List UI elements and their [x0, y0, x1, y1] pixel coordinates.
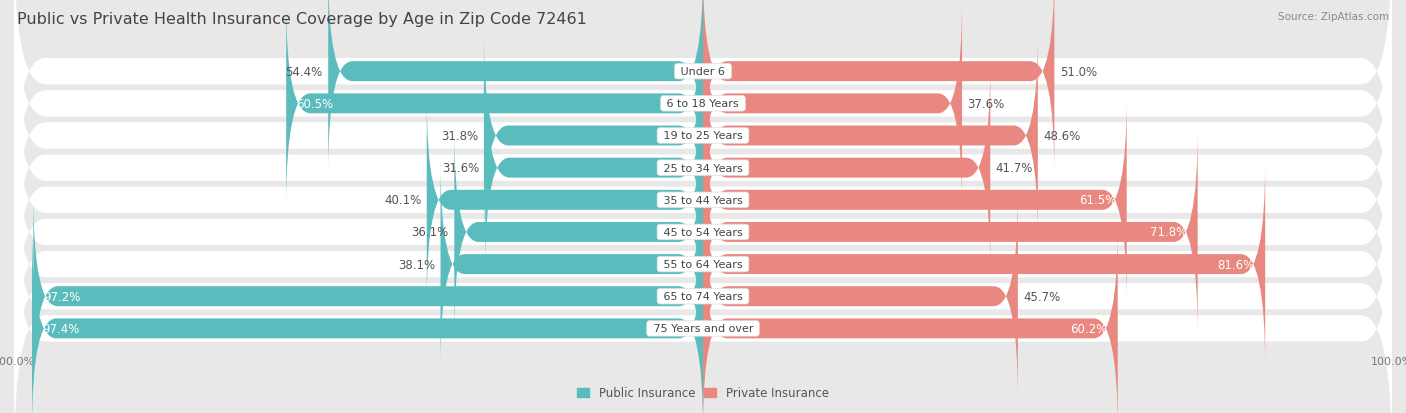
Legend: Public Insurance, Private Insurance: Public Insurance, Private Insurance — [578, 387, 828, 399]
FancyBboxPatch shape — [14, 5, 1392, 267]
Text: 37.6%: 37.6% — [967, 97, 1005, 111]
Text: 38.1%: 38.1% — [398, 258, 434, 271]
FancyBboxPatch shape — [703, 34, 1038, 238]
Text: 45.7%: 45.7% — [1024, 290, 1060, 303]
Text: 51.0%: 51.0% — [1060, 66, 1097, 78]
Text: 35 to 44 Years: 35 to 44 Years — [659, 195, 747, 205]
FancyBboxPatch shape — [34, 194, 703, 399]
Text: 41.7%: 41.7% — [995, 162, 1033, 175]
Text: 31.6%: 31.6% — [443, 162, 479, 175]
Text: 60.5%: 60.5% — [297, 97, 333, 111]
FancyBboxPatch shape — [454, 130, 703, 335]
Text: 55 to 64 Years: 55 to 64 Years — [659, 259, 747, 269]
Text: 48.6%: 48.6% — [1043, 130, 1081, 142]
FancyBboxPatch shape — [703, 98, 1126, 303]
FancyBboxPatch shape — [14, 69, 1392, 332]
Text: 75 Years and over: 75 Years and over — [650, 324, 756, 334]
Text: Public vs Private Health Insurance Coverage by Age in Zip Code 72461: Public vs Private Health Insurance Cover… — [17, 12, 586, 27]
FancyBboxPatch shape — [427, 98, 703, 303]
FancyBboxPatch shape — [14, 37, 1392, 299]
FancyBboxPatch shape — [14, 165, 1392, 413]
Text: 25 to 34 Years: 25 to 34 Years — [659, 163, 747, 173]
FancyBboxPatch shape — [703, 226, 1118, 413]
Text: 81.6%: 81.6% — [1218, 258, 1254, 271]
FancyBboxPatch shape — [14, 0, 1392, 235]
Text: 45 to 54 Years: 45 to 54 Years — [659, 228, 747, 237]
Text: 97.4%: 97.4% — [42, 322, 80, 335]
Text: 36.1%: 36.1% — [412, 226, 449, 239]
Text: Source: ZipAtlas.com: Source: ZipAtlas.com — [1278, 12, 1389, 22]
Text: 54.4%: 54.4% — [285, 66, 323, 78]
Text: 19 to 25 Years: 19 to 25 Years — [659, 131, 747, 141]
Text: 65 to 74 Years: 65 to 74 Years — [659, 292, 747, 301]
FancyBboxPatch shape — [14, 0, 1392, 203]
FancyBboxPatch shape — [703, 0, 1054, 174]
Text: 71.8%: 71.8% — [1150, 226, 1187, 239]
FancyBboxPatch shape — [14, 133, 1392, 396]
Text: Under 6: Under 6 — [678, 67, 728, 77]
FancyBboxPatch shape — [440, 162, 703, 367]
FancyBboxPatch shape — [14, 101, 1392, 363]
FancyBboxPatch shape — [32, 226, 703, 413]
FancyBboxPatch shape — [484, 34, 703, 238]
FancyBboxPatch shape — [703, 130, 1198, 335]
Text: 97.2%: 97.2% — [44, 290, 82, 303]
FancyBboxPatch shape — [287, 2, 703, 206]
Text: 31.8%: 31.8% — [441, 130, 478, 142]
FancyBboxPatch shape — [703, 2, 962, 206]
FancyBboxPatch shape — [14, 197, 1392, 413]
FancyBboxPatch shape — [703, 162, 1265, 367]
FancyBboxPatch shape — [328, 0, 703, 174]
Text: 60.2%: 60.2% — [1070, 322, 1108, 335]
Text: 6 to 18 Years: 6 to 18 Years — [664, 99, 742, 109]
FancyBboxPatch shape — [703, 194, 1018, 399]
FancyBboxPatch shape — [485, 66, 703, 271]
Text: 61.5%: 61.5% — [1080, 194, 1116, 207]
FancyBboxPatch shape — [703, 66, 990, 271]
Text: 40.1%: 40.1% — [384, 194, 422, 207]
